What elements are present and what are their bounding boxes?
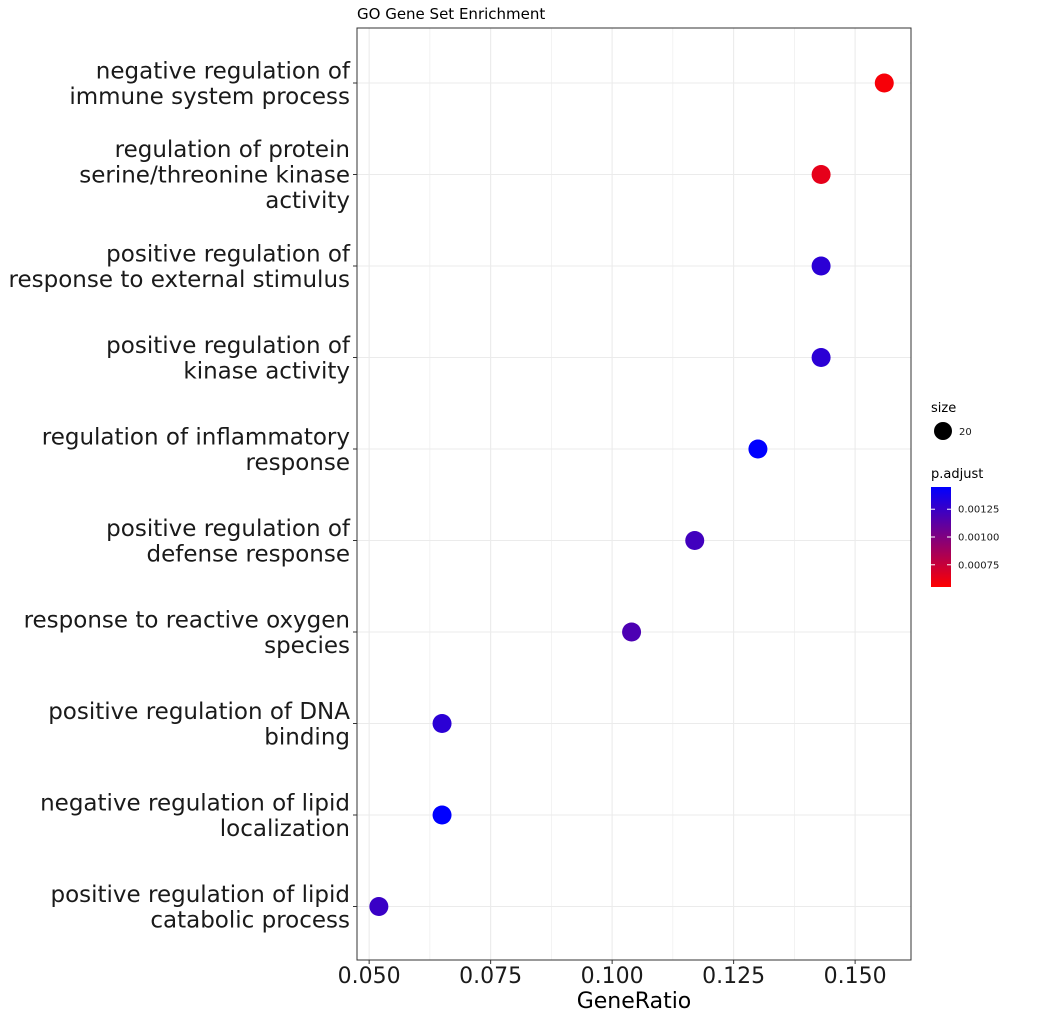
plot-panel-border [356, 27, 912, 961]
y-tick-label: positive regulation of kinase activity [106, 333, 351, 385]
y-axis-labels: negative regulation of immune system proc… [9, 58, 351, 933]
size-legend-dot [934, 422, 952, 440]
y-tick-label: negative regulation of immune system proc… [69, 58, 351, 110]
data-point [432, 714, 452, 733]
chart-title: GO Gene Set Enrichment [357, 5, 545, 23]
y-tick-label: response to reactive oxygen species [24, 607, 350, 659]
y-axis-ticks [353, 82, 357, 907]
data-points [369, 73, 894, 916]
data-point [748, 439, 768, 459]
y-tick-label: positive regulation of DNA binding [48, 699, 350, 751]
color-legend-tick-label: 0.00100 [958, 533, 999, 544]
size-legend: size 20 [931, 401, 972, 440]
color-legend-title: p.adjust [931, 467, 983, 482]
data-point [811, 256, 831, 276]
x-tick-label: 0.100 [581, 964, 644, 989]
color-legend: p.adjust 0.00125 0.00100 0.00075 [931, 467, 999, 587]
color-legend-ticks: 0.00125 0.00100 0.00075 [931, 505, 999, 571]
x-tick-label: 0.150 [824, 964, 887, 989]
data-point [622, 622, 642, 642]
size-legend-value: 20 [959, 427, 972, 438]
data-point [369, 897, 389, 916]
data-point [811, 165, 831, 184]
x-axis-ticks: 0.050 0.075 0.100 0.125 0.150 [338, 960, 887, 989]
size-legend-title: size [931, 401, 956, 416]
y-tick-label: regulation of inflammatory response [42, 424, 350, 476]
y-tick-label: positive regulation of defense response [106, 516, 351, 568]
data-point [685, 531, 705, 550]
data-point [811, 348, 831, 367]
data-point [874, 73, 894, 93]
color-legend-bar [931, 487, 951, 587]
y-tick-label: positive regulation of response to extern… [9, 241, 351, 293]
data-point [432, 805, 452, 825]
x-tick-label: 0.075 [459, 964, 522, 989]
y-tick-label: negative regulation of lipid localization [40, 790, 350, 842]
y-tick-label: regulation of protein serine/threonine ki… [79, 137, 350, 214]
color-legend-tick-label: 0.00125 [958, 505, 999, 516]
y-tick-label: positive regulation of lipid catabolic pr… [50, 882, 350, 934]
x-tick-label: 0.050 [338, 964, 401, 989]
color-legend-tick-label: 0.00075 [958, 560, 999, 571]
x-axis-title: GeneRatio [577, 989, 692, 1014]
x-tick-label: 0.125 [702, 964, 765, 989]
